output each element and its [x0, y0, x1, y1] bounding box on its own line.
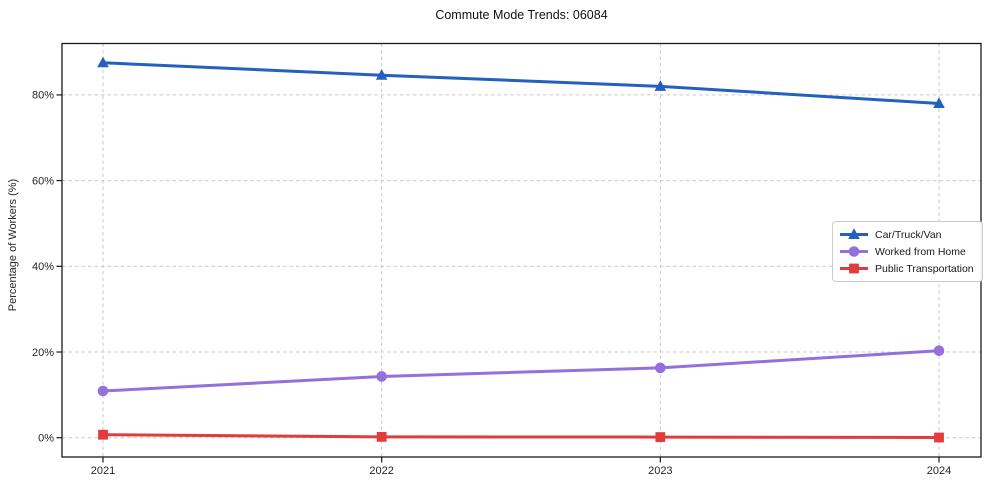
legend-label: Public Transportation: [875, 262, 974, 275]
square-marker: [98, 429, 108, 440]
y-tick-label: 60%: [32, 175, 54, 187]
chart-title: Commute Mode Trends: 06084: [435, 8, 608, 22]
triangle-marker: [848, 228, 860, 239]
legend-item-public-transportation: Public Transportation: [839, 261, 974, 276]
x-tick-label: 2022: [369, 465, 393, 477]
legend-item-worked-from-home: Worked from Home: [839, 244, 974, 259]
x-tick-label: 2021: [91, 465, 115, 477]
series-line-worked-from-home: [101, 349, 941, 393]
square-legend-marker-icon: [840, 263, 868, 274]
square-marker: [849, 263, 859, 274]
triangle-marker: [933, 97, 945, 108]
x-tick-label: 2023: [648, 465, 672, 477]
x-tick-label: 2024: [927, 465, 951, 477]
y-tick-label: 40%: [32, 261, 54, 273]
triangle-marker: [654, 80, 667, 91]
circle-legend-marker-icon: [840, 246, 868, 257]
circle-marker: [933, 345, 945, 357]
circle-marker: [376, 371, 387, 382]
series-worked-from-home: [97, 345, 945, 397]
square-marker: [376, 431, 387, 442]
series-line-car-truck-van: [101, 61, 941, 105]
square-marker: [934, 432, 944, 443]
triangle-legend-marker-icon: [840, 228, 868, 239]
legend: Car/Truck/Van Worked from Home Public Tran…: [832, 221, 983, 282]
y-tick-label: 20%: [32, 347, 54, 359]
circle-marker: [655, 362, 666, 374]
y-tick-label: 0%: [38, 433, 54, 445]
series-car-truck-van: [97, 56, 945, 108]
legend-item-car-truck-van: Car/Truck/Van: [839, 227, 974, 242]
circle-marker: [848, 246, 860, 257]
legend-label: Worked from Home: [875, 245, 966, 258]
legend-label: Car/Truck/Van: [875, 228, 942, 241]
triangle-marker: [375, 69, 388, 80]
square-marker: [655, 432, 666, 442]
y-tick-label: 80%: [32, 90, 54, 102]
series-public-transportation: [98, 429, 944, 443]
circle-marker: [97, 385, 109, 397]
series-line-public-transportation: [101, 433, 941, 440]
triangle-marker: [97, 56, 109, 68]
